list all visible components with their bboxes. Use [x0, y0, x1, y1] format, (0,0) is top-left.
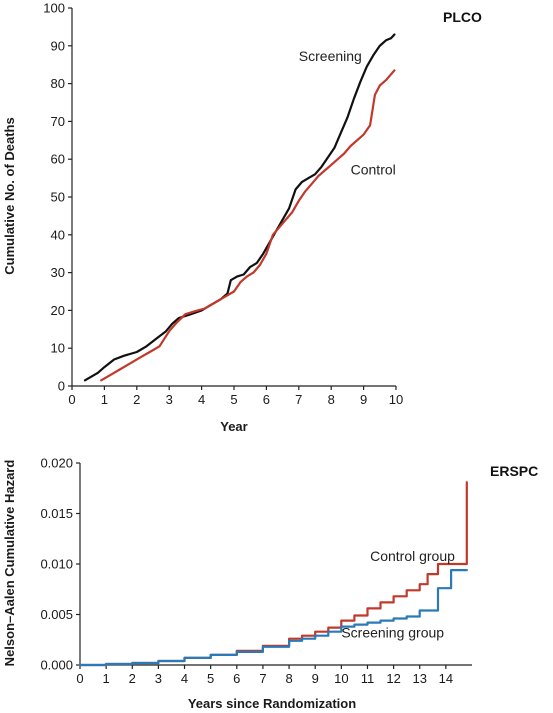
plco-y-tick-label: 90 [51, 38, 65, 53]
erspc-control-group-label: Control group [370, 548, 455, 564]
plco-screening-line [83, 33, 396, 382]
erspc-x-tick-label: 8 [285, 671, 292, 686]
erspc-y-axis-label: Nelson–Aalen Cumulative Hazard [2, 460, 17, 667]
plco-x-tick-label: 10 [389, 392, 403, 407]
plco-x-tick-label: 9 [360, 392, 367, 407]
erspc-y-tick-label: 0.010 [40, 557, 73, 572]
erspc-screening-group-line [78, 569, 468, 667]
plco-y-tick-label: 100 [43, 1, 65, 16]
plco-y-tick-label: 50 [51, 190, 65, 205]
plco-annotations: Screening Control [299, 48, 396, 177]
erspc-x-tick-label: 4 [181, 671, 188, 686]
erspc-screening-group-label: Screening group [341, 625, 444, 641]
erspc-title: ERSPC [490, 463, 538, 479]
plco-x-tick-label: 0 [68, 392, 75, 407]
plco-y-tick-label: 70 [51, 114, 65, 129]
erspc-x-tick-label: 6 [233, 671, 240, 686]
plco-x-tick-label: 2 [133, 392, 140, 407]
erspc-x-tick-label: 14 [439, 671, 453, 686]
erspc-y-tick-label: 0.005 [40, 607, 73, 622]
plco-y-tick-label: 40 [51, 227, 65, 242]
plco-y-tick-label: 0 [58, 379, 65, 394]
erspc-series [78, 481, 468, 667]
plco-y-tick-label: 60 [51, 152, 65, 167]
erspc-x-tick-label: 2 [129, 671, 136, 686]
plco-panel: PLCO Cumulative No. of Deaths Year 0 1 2 3 4… [2, 1, 482, 435]
erspc-annotations: Control group Screening group [341, 548, 455, 641]
erspc-y-tick-label: 0.020 [40, 456, 73, 471]
plco-y-tick-label: 20 [51, 303, 65, 318]
plco-x-axis-label: Year [220, 419, 247, 434]
erspc-x-tick-label: 0 [76, 671, 83, 686]
plco-screening-label: Screening [299, 48, 362, 64]
plco-x-tick-label: 4 [198, 392, 205, 407]
erspc-x-tick-label: 10 [334, 671, 348, 686]
erspc-x-tick-label: 13 [412, 671, 426, 686]
plco-x-tick-label: 1 [101, 392, 108, 407]
erspc-x-tick-label: 1 [103, 671, 110, 686]
plco-title: PLCO [443, 9, 482, 25]
erspc-x-tick-label: 12 [386, 671, 400, 686]
plco-control-line [100, 69, 396, 382]
plco-x-tick-label: 7 [295, 392, 302, 407]
plco-x-tick-label: 6 [263, 392, 270, 407]
erspc-y-tick-label: 0.015 [40, 506, 73, 521]
plco-y-tick-label: 80 [51, 76, 65, 91]
erspc-axes: 0 1 2 3 4 5 6 7 8 9 10 11 12 13 140.0000.0050.0100.015… [40, 456, 472, 686]
plco-x-tick-label: 5 [230, 392, 237, 407]
erspc-x-tick-label: 3 [155, 671, 162, 686]
erspc-x-tick-label: 9 [312, 671, 319, 686]
erspc-x-tick-label: 11 [361, 671, 375, 686]
erspc-x-tick-label: 7 [259, 671, 266, 686]
plco-x-tick-label: 8 [328, 392, 335, 407]
plco-y-tick-label: 10 [51, 341, 65, 356]
plco-x-tick-label: 3 [166, 392, 173, 407]
erspc-x-axis-label: Years since Randomization [188, 696, 356, 711]
erspc-panel: ERSPC Nelson–Aalen Cumulative Hazard Yea… [2, 456, 538, 712]
plco-y-axis-label: Cumulative No. of Deaths [2, 117, 17, 274]
plco-series [83, 33, 396, 382]
erspc-y-tick-label: 0.000 [40, 658, 73, 673]
plco-control-label: Control [351, 161, 396, 177]
plco-y-tick-label: 30 [51, 265, 65, 280]
erspc-x-tick-label: 5 [207, 671, 214, 686]
